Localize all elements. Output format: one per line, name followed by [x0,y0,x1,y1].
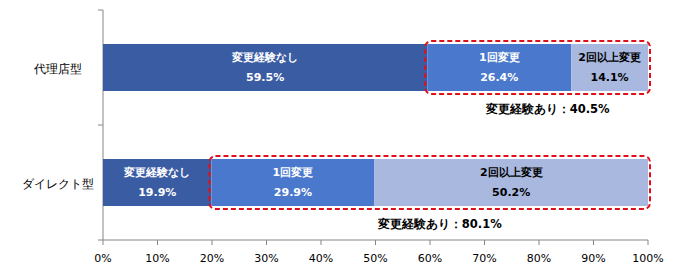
annotation: 変更経験あり：40.5% [485,102,610,116]
bar-segment [571,44,648,91]
segment-name: 1回変更 [273,166,314,179]
x-tick [375,240,376,245]
segment-name: 2回以上変更 [578,51,641,64]
highlight-box [425,41,650,94]
data-label: 29.9% [274,186,312,199]
x-tick-label: 40% [309,252,333,265]
bar-segment [103,44,427,91]
bar-segment [103,159,211,206]
x-tick [648,240,649,245]
x-tick-label: 20% [200,252,224,265]
data-label: 14.1% [590,71,628,84]
category-label: ダイレクト型 [22,177,94,191]
x-tick-label: 70% [472,252,496,265]
x-tick [539,240,540,245]
x-tick-label: 100% [632,252,663,265]
x-tick-label: 50% [363,252,387,265]
bars [103,44,648,206]
category-label: 代理店型 [33,62,82,76]
x-tick-label: 30% [254,252,278,265]
x-tick [484,240,485,245]
x-tick [157,240,158,245]
bar-segment [427,44,571,91]
x-tick-label: 10% [145,252,169,265]
segment-name: 変更経験なし [123,166,190,179]
x-tick [103,240,104,245]
x-tick-label: 0% [94,252,111,265]
x-tick [593,240,594,245]
data-label: 26.4% [480,71,518,84]
segment-name: 1回変更 [479,51,520,64]
bar-segment [211,159,374,206]
category-separator [98,125,103,126]
x-tick [321,240,322,245]
data-label: 50.2% [492,186,530,199]
data-label: 59.5% [246,71,284,84]
data-label: 19.9% [138,186,176,199]
chart-container: 0%10%20%30%40%50%60%70%80%90%100%代理店型変更経… [0,0,678,270]
x-tick-label: 90% [581,252,605,265]
category-separator [98,240,103,241]
labels: 代理店型変更経験なし59.5%1回変更26.4%2回以上変更14.1%変更経験あ… [22,41,650,231]
x-tick [430,240,431,245]
x-tick [266,240,267,245]
x-tick-label: 60% [418,252,442,265]
category-separator [98,10,103,11]
annotation: 変更経験あり：80.1% [377,217,502,231]
x-tick-label: 80% [527,252,551,265]
segment-name: 変更経験なし [231,51,298,64]
highlight-box [209,156,650,209]
segment-name: 2回以上変更 [480,166,543,179]
x-tick [212,240,213,245]
chart-svg: 0%10%20%30%40%50%60%70%80%90%100%代理店型変更経… [0,0,678,270]
bar-segment [374,159,648,206]
